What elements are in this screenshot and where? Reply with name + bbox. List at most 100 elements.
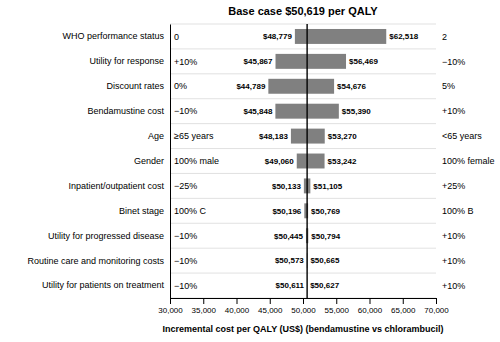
- high-label: $51,105: [313, 182, 342, 191]
- x-axis: 30,000 35,000 40,000 45,000 50,000 55,000 60,0…: [158, 298, 449, 315]
- x-tick: 50,000: [291, 298, 316, 315]
- row-label: Binet stage: [119, 206, 164, 216]
- x-tick: 55,000: [325, 298, 350, 315]
- low-label: $49,060: [265, 157, 294, 166]
- row-separator: [170, 223, 436, 224]
- x-tick-label: 45,000: [258, 306, 283, 315]
- y-tick: Binet stage: [119, 206, 170, 216]
- x-axis-title: Incremental cost per QALY (US$) (bendamu…: [162, 324, 443, 334]
- plot-area: 30,000 35,000 40,000 45,000 50,000 55,000 60,0…: [27, 24, 494, 315]
- left-annotation: 100% male: [174, 156, 219, 166]
- x-tick-mark: [336, 298, 337, 304]
- x-tick-mark: [403, 298, 404, 304]
- left-annotation: −10%: [174, 281, 197, 291]
- right-annotation: +10%: [442, 256, 465, 266]
- x-tick-label: 55,000: [325, 306, 350, 315]
- x-tick: 65,000: [391, 298, 416, 315]
- left-annotation: 0: [174, 32, 179, 42]
- y-tick: WHO performance status: [62, 31, 170, 41]
- row-separator: [170, 248, 436, 249]
- left-annotation: 100% C: [174, 206, 207, 216]
- row-label: Utility for response: [89, 56, 164, 66]
- x-tick: 60,000: [358, 298, 383, 315]
- base-case-line: [306, 24, 307, 298]
- right-annotation: +25%: [442, 181, 465, 191]
- x-tick: 35,000: [192, 298, 217, 315]
- bar: [268, 79, 334, 94]
- row-separator: [170, 73, 436, 74]
- row-separator: [170, 48, 436, 49]
- row-label: Discount rates: [106, 81, 164, 91]
- y-tick: Utility for patients on treatment: [42, 280, 170, 290]
- row-separator: [170, 173, 436, 174]
- y-tick: Utility for response: [89, 56, 170, 66]
- left-annotation: −10%: [174, 256, 197, 266]
- low-label: $50,196: [272, 207, 301, 216]
- row-label: Inpatient/outpatient cost: [68, 181, 164, 191]
- x-tick-label: 65,000: [391, 306, 416, 315]
- row-label: Age: [148, 131, 164, 141]
- y-axis: WHO performance status Utility for respon…: [27, 25, 170, 299]
- row-separator: [170, 148, 436, 149]
- x-tick-mark: [237, 298, 238, 304]
- high-label: $54,676: [337, 82, 366, 91]
- x-tick-label: 70,000: [424, 306, 449, 315]
- high-label: $53,270: [328, 132, 357, 141]
- chart: 30,000 35,000 40,000 45,000 50,000 55,000 60,0…: [0, 0, 500, 342]
- low-label: $45,867: [244, 57, 273, 66]
- right-annotation: −10%: [442, 57, 465, 67]
- row-label: Routine care and monitoring costs: [27, 256, 164, 266]
- x-tick-mark: [170, 298, 171, 304]
- right-annotation: 5%: [442, 81, 455, 91]
- right-annotation: 100% B: [442, 206, 474, 216]
- x-tick: 30,000: [158, 298, 183, 315]
- x-tick-mark: [203, 298, 204, 304]
- x-tick: 40,000: [225, 298, 250, 315]
- left-annotation: 0%: [174, 81, 187, 91]
- low-label: $44,789: [236, 82, 265, 91]
- x-axis-line: [171, 299, 437, 305]
- right-annotation: 100% female: [442, 156, 495, 166]
- low-label: $50,445: [274, 232, 303, 241]
- row-separator: [170, 123, 436, 124]
- row-separator: [170, 24, 436, 25]
- left-annotation: −10%: [174, 106, 197, 116]
- low-label: $48,779: [263, 32, 292, 41]
- y-tick: Inpatient/outpatient cost: [68, 181, 170, 191]
- low-label: $50,133: [272, 182, 301, 191]
- y-axis-line: [170, 25, 171, 299]
- y-tick: Discount rates: [106, 81, 170, 91]
- x-tick-mark: [270, 298, 271, 304]
- high-label: $50,665: [310, 256, 339, 265]
- x-tick-label: 60,000: [358, 306, 383, 315]
- row-label: WHO performance status: [62, 31, 164, 41]
- right-annotation: 2: [442, 32, 447, 42]
- x-tick-mark: [303, 298, 304, 304]
- right-annotation: +10%: [442, 231, 465, 241]
- high-label: $62,518: [389, 32, 418, 41]
- row-label: Bendamustine cost: [87, 106, 164, 116]
- low-label: $45,848: [243, 107, 272, 116]
- left-annotation: +10%: [174, 57, 197, 67]
- y-tick: Routine care and monitoring costs: [27, 256, 170, 266]
- high-label: $50,794: [311, 232, 340, 241]
- row-label: Utility for patients on treatment: [42, 280, 165, 290]
- row-separator: [170, 198, 436, 199]
- high-label: $56,469: [349, 57, 378, 66]
- y-tick: Utility for progressed disease: [48, 231, 170, 241]
- bar: [297, 154, 325, 169]
- x-tick-label: 35,000: [192, 306, 217, 315]
- row-label: Gender: [134, 156, 164, 166]
- high-label: $55,390: [342, 107, 371, 116]
- x-tick: 70,000: [424, 298, 449, 315]
- x-tick-label: 30,000: [158, 306, 183, 315]
- right-annotation: +10%: [442, 281, 465, 291]
- row-separators: [170, 24, 436, 298]
- x-tick: 45,000: [258, 298, 283, 315]
- x-tick-mark: [436, 298, 437, 304]
- title: Base case $50,619 per QALY: [228, 5, 378, 17]
- bar: [276, 54, 347, 69]
- high-label: $53,242: [328, 157, 357, 166]
- right-annotation: <65 years: [442, 131, 482, 141]
- y-tick: Age: [148, 131, 170, 141]
